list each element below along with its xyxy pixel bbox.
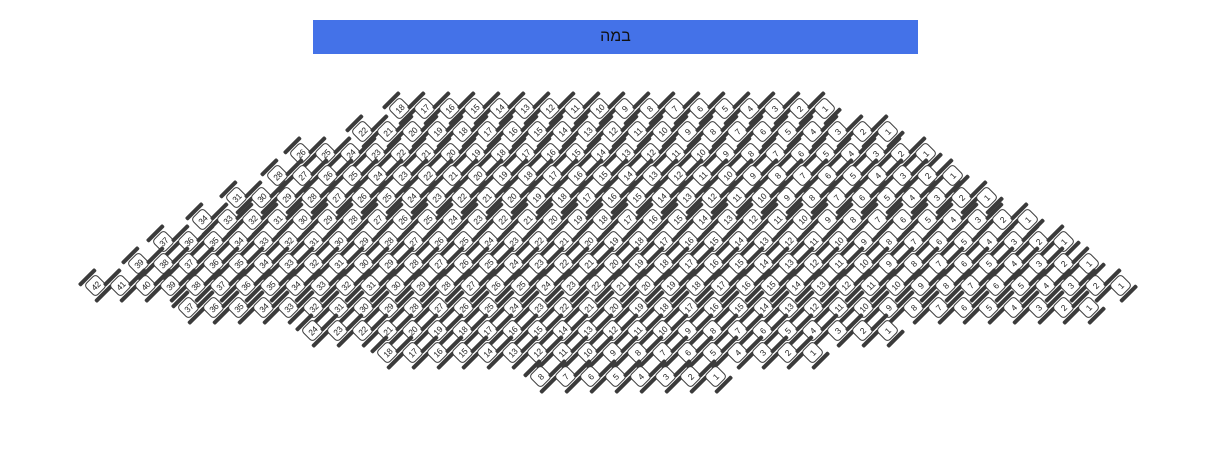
seat-number: 17: [417, 101, 431, 115]
seat-number: 8: [534, 370, 546, 382]
seat-number: 8: [706, 125, 718, 137]
seat-number: 41: [113, 278, 127, 292]
seat-number: 4: [731, 346, 743, 358]
seat[interactable]: 1: [702, 363, 728, 389]
stage-label: במה: [600, 28, 631, 45]
seat-number: 11: [567, 101, 581, 115]
seat-number: 14: [555, 124, 569, 138]
seat-number: 24: [305, 323, 319, 337]
seat-number: 12: [605, 124, 619, 138]
seat-number: 6: [584, 370, 596, 382]
seat-number: 1: [806, 346, 818, 358]
seat-number: 16: [430, 345, 444, 359]
seat-number: 2: [793, 102, 805, 114]
seat-number: 1: [1114, 279, 1126, 291]
seat-number: 10: [655, 124, 669, 138]
seat-number: 3: [659, 370, 671, 382]
seat-number: 20: [405, 124, 419, 138]
seat-number: 3: [831, 125, 843, 137]
seat-number: 5: [609, 370, 621, 382]
seat-number: 14: [480, 345, 494, 359]
seat-number: 6: [693, 102, 705, 114]
seat[interactable]: 1: [874, 317, 900, 343]
seat-number: 15: [530, 124, 544, 138]
seat-number: 13: [580, 124, 594, 138]
seat-number: 3: [768, 102, 780, 114]
seat-number: 12: [542, 101, 556, 115]
seat-number: 7: [668, 102, 680, 114]
seat-number: 3: [831, 324, 843, 336]
seat-number: 16: [505, 124, 519, 138]
seat-number: 3: [756, 346, 768, 358]
seat-number: 23: [330, 323, 344, 337]
seat-number: 6: [756, 125, 768, 137]
seat-number: 4: [634, 370, 646, 382]
seat-number: 22: [355, 323, 369, 337]
seat-number: 40: [138, 278, 152, 292]
seat-number: 1: [881, 324, 893, 336]
seat-number: 15: [467, 101, 481, 115]
seat-number: 7: [731, 125, 743, 137]
seat-number: 2: [856, 324, 868, 336]
seat-number: 13: [517, 101, 531, 115]
seat-number: 8: [643, 102, 655, 114]
seat-number: 9: [618, 102, 630, 114]
seat-number: 2: [781, 346, 793, 358]
seat-number: 1: [881, 125, 893, 137]
seat-number: 39: [163, 278, 177, 292]
seat-number: 17: [480, 124, 494, 138]
seat-number: 4: [806, 125, 818, 137]
seat-number: 9: [681, 125, 693, 137]
seat-number: 5: [781, 125, 793, 137]
seat-number: 15: [455, 345, 469, 359]
seat-number: 4: [743, 102, 755, 114]
seat-number: 5: [718, 102, 730, 114]
seat-number: 22: [355, 124, 369, 138]
seat-number: 19: [430, 124, 444, 138]
seat-number: 2: [684, 370, 696, 382]
seat-number: 14: [492, 101, 506, 115]
seat-number: 18: [455, 124, 469, 138]
seat-number: 18: [392, 101, 406, 115]
seat-number: 21: [380, 124, 394, 138]
seat[interactable]: 1: [799, 339, 825, 365]
seat[interactable]: 1: [1075, 250, 1101, 276]
seat-number: 1: [818, 102, 830, 114]
seat-number: 42: [88, 278, 102, 292]
seat-number: 7: [559, 370, 571, 382]
stage-banner: במה: [313, 20, 918, 54]
seat-number: 10: [592, 101, 606, 115]
seat[interactable]: 1: [1107, 272, 1133, 298]
seat-number: 18: [380, 345, 394, 359]
seat-number: 16: [442, 101, 456, 115]
seat-number: 1: [709, 370, 721, 382]
seat-number: 13: [505, 345, 519, 359]
seat-number: 11: [630, 124, 644, 138]
seat-number: 17: [405, 345, 419, 359]
seat-number: 2: [856, 125, 868, 137]
